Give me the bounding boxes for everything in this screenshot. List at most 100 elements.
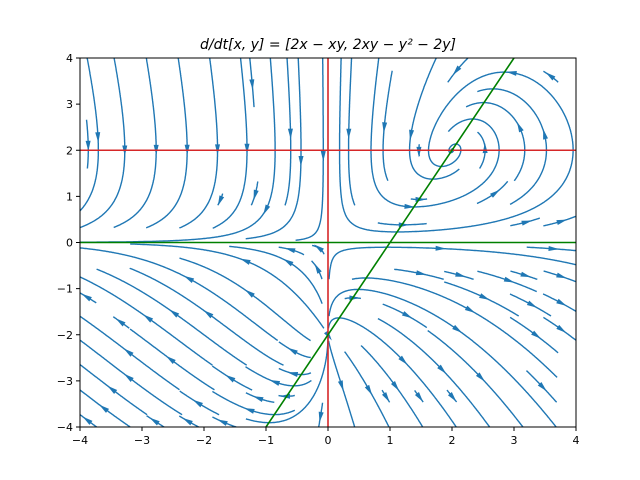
streamline-arrow <box>244 408 255 414</box>
streamline-arrow <box>287 372 299 377</box>
streamline-arrow <box>475 372 485 382</box>
streamline-arrow <box>479 293 490 300</box>
streamline-arrow <box>556 324 567 333</box>
x-tick-label: 3 <box>511 434 518 447</box>
streamline-arrow <box>447 392 457 402</box>
streamline-arrow <box>364 384 373 396</box>
streamline-arrow <box>346 128 352 140</box>
streamline-arrow <box>537 382 547 392</box>
streamline-arrow <box>253 189 259 201</box>
streamline-arrow <box>249 79 255 90</box>
streamline-arrow <box>556 298 567 306</box>
y-tick-label: −2 <box>57 329 73 342</box>
streamline-arrow <box>123 348 134 357</box>
x-tick-label: 2 <box>449 434 456 447</box>
streamline-arrow <box>81 293 92 302</box>
streamline-arrow <box>169 309 180 318</box>
y-tick-label: 2 <box>66 144 73 157</box>
streamline-arrow <box>556 272 567 279</box>
y-nullcline-line <box>265 58 515 427</box>
streamline-arrow <box>115 318 126 327</box>
streamline-arrow <box>452 65 462 76</box>
streamline-arrow <box>517 121 524 133</box>
y-tick-label: 1 <box>66 190 73 203</box>
y-tick-label: 3 <box>66 98 73 111</box>
streamline-arrow <box>82 416 93 425</box>
streamline-arrow <box>287 128 293 140</box>
streamline-arrow <box>398 355 408 365</box>
streamline-arrow <box>182 418 193 426</box>
streamline-arrow <box>240 258 251 265</box>
streamline-arrow <box>531 330 541 339</box>
streamline-arrow <box>435 245 446 251</box>
streamline-arrow <box>99 404 110 413</box>
streamline-arrow <box>545 72 556 81</box>
streamline-arrow <box>390 381 400 391</box>
x-tick-label: 4 <box>573 434 580 447</box>
streamline-arrow <box>506 70 517 76</box>
streamline-arrow <box>263 204 271 215</box>
streamline-arrow <box>490 189 500 198</box>
streamline-arrow <box>143 314 154 323</box>
streamline-arrow <box>244 143 250 155</box>
y-tick-label: −1 <box>57 283 73 296</box>
streamline-arrow <box>520 271 532 278</box>
streamline-arrow <box>225 374 236 383</box>
x-tick-label: −3 <box>134 434 150 447</box>
streamline-arrow <box>95 132 101 143</box>
streamline-arrow <box>283 258 294 267</box>
y-tick-label: 0 <box>66 237 73 250</box>
streamline-arrow <box>298 155 304 167</box>
streamline-arrow <box>382 122 388 133</box>
streamline-arrow <box>503 276 515 283</box>
streamline-arrow <box>203 310 214 319</box>
streamline-arrow <box>149 417 160 426</box>
streamline-arrow <box>85 140 91 152</box>
y-tick-label: 4 <box>66 52 73 65</box>
streamline-arrow <box>414 392 424 402</box>
streamline-arrow <box>464 305 476 313</box>
streamline-arrow <box>337 380 344 391</box>
streamline-arrow <box>543 128 549 140</box>
x-tick-label: −2 <box>196 434 212 447</box>
streamline-arrow <box>437 364 447 374</box>
streamline-arrow <box>284 248 296 254</box>
x-tick-label: 1 <box>387 434 394 447</box>
streamline-arrow <box>318 411 324 423</box>
streamline-arrow <box>415 270 427 276</box>
streamline-arrow <box>409 129 415 141</box>
streamline-arrow <box>192 399 203 408</box>
y-tick-label: −4 <box>57 421 73 434</box>
x-tick-label: −4 <box>72 434 88 447</box>
streamline-arrow <box>165 355 176 365</box>
streamline-arrow <box>320 151 326 162</box>
streamline-arrow <box>314 263 322 274</box>
streamline-arrow <box>455 271 466 277</box>
x-tick-label: 0 <box>325 434 332 447</box>
streamline-arrow <box>381 392 390 403</box>
streamline-arrow <box>452 324 463 333</box>
streamline-arrow <box>123 373 134 383</box>
streamline-arrow <box>556 219 568 225</box>
streamline-arrow <box>401 311 413 319</box>
streamline-arrow <box>287 347 298 356</box>
x-tick-label: −1 <box>258 434 274 447</box>
streamline-arrow <box>404 203 415 209</box>
y-axis: −4 −3 −2 −1 0 1 2 3 4 <box>57 52 80 434</box>
y-tick-label: −3 <box>57 375 73 388</box>
streamline-arrow <box>244 289 255 298</box>
streamline-arrow <box>526 300 538 308</box>
x-axis: −4 −3 −2 −1 0 1 2 3 4 <box>72 427 580 447</box>
streamline-arrow <box>548 245 559 251</box>
streamline-arrow <box>252 396 264 403</box>
streamline-arrow <box>521 220 532 226</box>
chart-title: d/dt[x, y] = [2x − xy, 2xy − y² − 2y] <box>200 37 456 53</box>
nullclines <box>80 58 576 427</box>
streamline-arrow <box>217 419 228 426</box>
streamline-arrow <box>183 275 195 283</box>
streamline-arrow <box>269 380 281 386</box>
streamline-arrow <box>217 195 225 206</box>
streamline-arrow <box>314 244 324 253</box>
streamline-arrow <box>107 385 118 394</box>
